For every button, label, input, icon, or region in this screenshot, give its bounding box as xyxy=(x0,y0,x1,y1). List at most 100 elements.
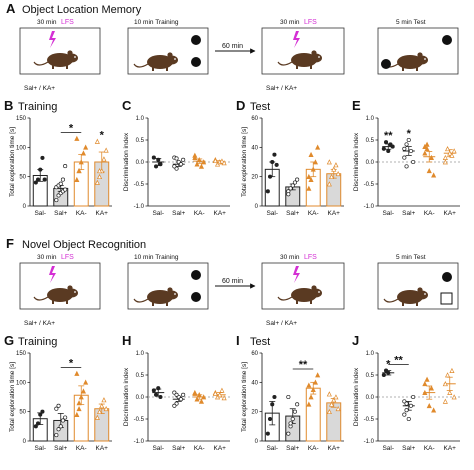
protocol-section-f: F Novel Object Recognition 30 min LFS Sal+ /… xyxy=(6,236,459,327)
data-point xyxy=(63,164,68,169)
y-tick-label: 0.0 xyxy=(136,395,145,401)
data-point xyxy=(335,405,341,412)
data-point xyxy=(201,159,207,165)
data-point xyxy=(63,187,68,192)
data-point xyxy=(272,394,277,400)
data-point xyxy=(290,183,295,188)
category-label: Sal- xyxy=(382,210,394,217)
y-tick-label: -1.0 xyxy=(134,204,145,210)
step-box xyxy=(19,262,101,310)
y-tick-label: 60 xyxy=(251,351,258,357)
category-label: Sal+ xyxy=(172,210,185,217)
data-point xyxy=(194,396,200,402)
data-point xyxy=(310,386,316,393)
chart-title: Test xyxy=(250,101,270,113)
y-axis-label: Discrimination index xyxy=(123,367,130,426)
data-point xyxy=(308,176,314,182)
panel-label: B xyxy=(4,98,13,113)
data-point xyxy=(288,186,293,191)
y-tick-label: 0 xyxy=(23,439,27,445)
chart-panel-e: E -1.0 -0.5 0.0 0.5 1.0 Discrimination index Sa… xyxy=(352,98,460,217)
data-point xyxy=(428,385,435,391)
data-point xyxy=(192,152,198,158)
data-point xyxy=(60,177,66,182)
step3-group: Sal+ / KA+ xyxy=(266,320,297,327)
panel-label: F xyxy=(6,236,14,251)
data-point xyxy=(267,416,273,422)
y-tick-label: 0 xyxy=(255,439,259,445)
data-point xyxy=(198,398,205,404)
data-point xyxy=(154,164,159,169)
data-point xyxy=(331,166,337,172)
data-point xyxy=(103,147,109,153)
category-label: KA- xyxy=(76,445,87,452)
category-label: Sal+ xyxy=(286,210,299,217)
y-tick-label: -1.0 xyxy=(364,204,375,210)
data-point xyxy=(328,401,335,407)
data-point xyxy=(272,152,277,157)
data-point xyxy=(83,144,89,150)
category-label: KA- xyxy=(308,210,319,217)
data-point xyxy=(60,418,66,423)
data-point xyxy=(78,394,84,400)
y-axis-label: Discrimination index xyxy=(353,132,360,191)
lfs-label: LFS xyxy=(61,254,74,261)
data-point xyxy=(78,159,84,165)
data-point xyxy=(402,155,407,160)
data-point xyxy=(386,370,391,375)
data-point xyxy=(174,392,179,397)
data-point xyxy=(172,403,177,408)
data-point xyxy=(192,390,198,396)
y-tick-label: 0.5 xyxy=(366,138,375,144)
data-point xyxy=(451,148,457,154)
y-tick-label: 1.0 xyxy=(366,116,375,122)
data-point xyxy=(449,152,455,158)
data-point xyxy=(312,379,319,385)
data-point xyxy=(404,401,409,406)
data-point xyxy=(312,159,319,165)
data-point xyxy=(306,401,312,407)
data-point xyxy=(74,411,80,417)
data-point xyxy=(76,168,82,174)
y-axis-label: Total exploration time [s] xyxy=(241,127,248,197)
y-tick-label: 1.0 xyxy=(136,116,145,122)
y-tick-label: 0.5 xyxy=(136,373,145,379)
data-point xyxy=(94,179,100,185)
y-tick-label: -0.5 xyxy=(364,182,375,188)
data-point xyxy=(306,382,312,388)
data-point xyxy=(101,156,107,162)
data-point xyxy=(178,162,184,167)
category-label: Sal+ xyxy=(172,445,185,452)
panel-label: D xyxy=(236,98,245,113)
novel-object-icon xyxy=(440,292,453,305)
step4-text: 5 min Test xyxy=(396,19,426,26)
category-label: Sal+ xyxy=(402,445,415,452)
data-point xyxy=(422,389,428,395)
chart-panel-h: H -1.0 -0.5 0.0 0.5 1.0 Discrimination index Sa… xyxy=(122,333,230,452)
data-point xyxy=(201,394,207,400)
data-point xyxy=(288,421,293,426)
significance-mark: * xyxy=(100,129,105,141)
data-point xyxy=(442,154,448,160)
y-axis-label: Total exploration time [s] xyxy=(9,127,16,197)
delay-label: 60 min xyxy=(222,278,243,285)
category-label: KA+ xyxy=(96,445,109,452)
category-label: KA+ xyxy=(214,210,227,217)
category-label: KA+ xyxy=(444,445,457,452)
category-label: KA+ xyxy=(328,445,341,452)
data-point xyxy=(158,394,163,400)
data-point xyxy=(194,161,200,167)
data-point xyxy=(308,151,314,158)
category-label: KA+ xyxy=(444,210,457,217)
y-tick-label: 50 xyxy=(19,410,26,416)
significance-mark: ** xyxy=(299,359,308,371)
y-tick-label: 0.0 xyxy=(136,160,145,166)
data-point xyxy=(326,408,332,415)
data-point xyxy=(40,409,45,414)
step2-text: 10 min Training xyxy=(134,254,179,261)
chart-panel-j: J -1.0 -0.5 0.0 0.5 1.0 Discrimination index Sa… xyxy=(352,333,460,452)
data-point xyxy=(286,394,291,400)
data-point xyxy=(58,181,63,186)
